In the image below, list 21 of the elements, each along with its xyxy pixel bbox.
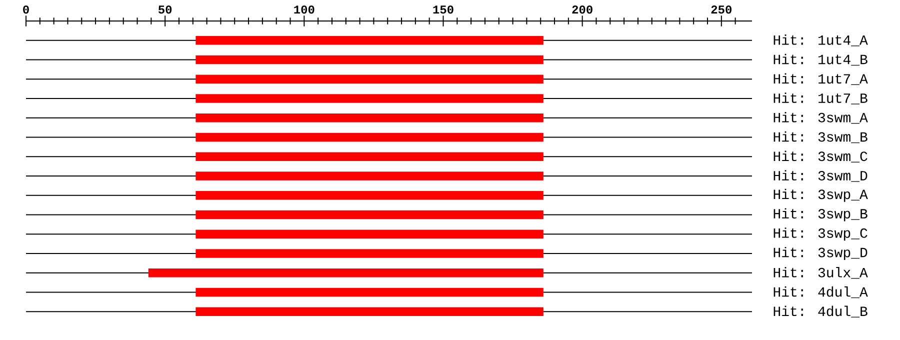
x-tick-label: 200	[572, 5, 592, 14]
y-tick-label: Hit: 1ut4_B	[774, 54, 868, 66]
y-tick-label: Hit: 1ut4_A	[774, 34, 868, 46]
y-tick-label: Hit: 3ulx_A	[774, 267, 868, 279]
x-tick-label: 150	[433, 5, 454, 14]
y-tick-label: Hit: 1ut7_B	[774, 92, 868, 104]
y-tick-label: Hit: 3swp_B	[774, 208, 868, 222]
y-tick-label: Hit: 1ut7_A	[774, 73, 868, 85]
y-tick-label: Hit: 3swp_A	[774, 188, 868, 202]
y-tick-label: Hit: 3swm_C	[774, 150, 868, 162]
y-tick-label: Hit: 3swm_A	[774, 112, 868, 124]
x-tick-label: 50	[158, 5, 172, 14]
y-tick-label: Hit: 4dul_B	[774, 306, 868, 318]
y-tick-label: Hit: 3swp_D	[774, 246, 868, 260]
y-tick-label: Hit: 3swm_B	[774, 131, 868, 144]
x-tick-label: 250	[711, 5, 732, 14]
y-tick-label: Hit: 3swm_D	[774, 170, 868, 182]
y-tick-label: Hit: 4dul_A	[774, 286, 868, 298]
y-tick-label: Hit: 3swp_C	[774, 228, 868, 241]
x-tick-label: 100	[294, 5, 314, 14]
x-tick-label: 0	[23, 5, 29, 14]
